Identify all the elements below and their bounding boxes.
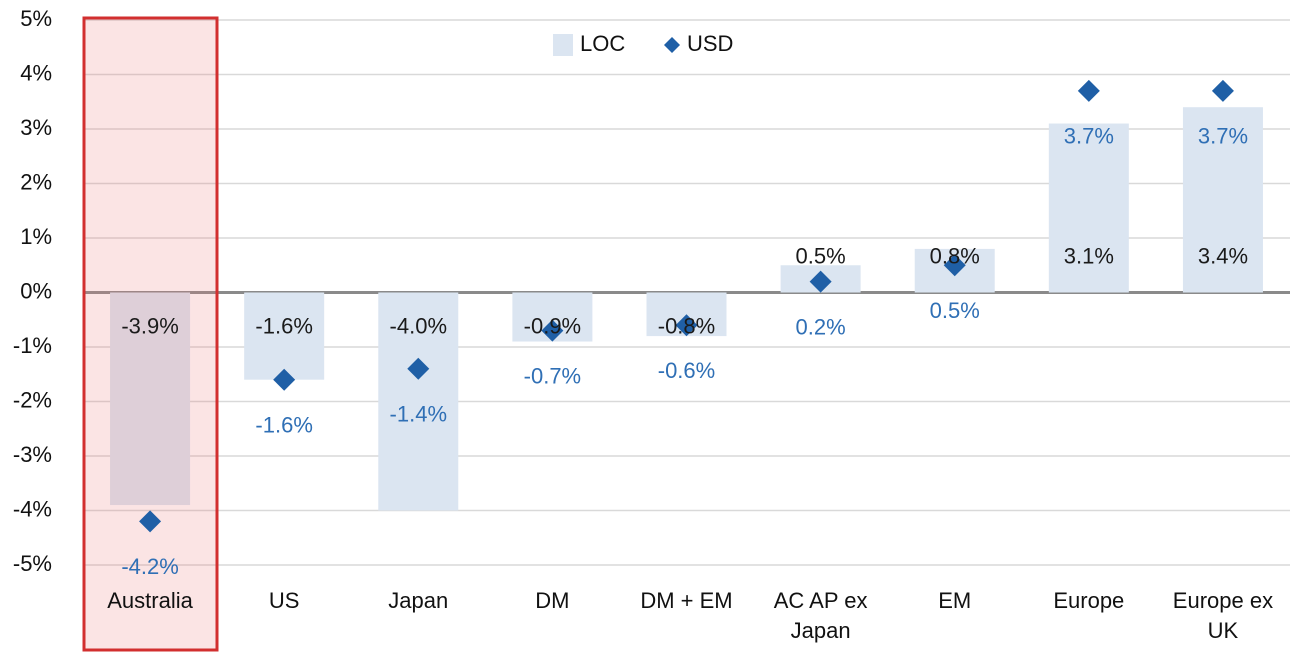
x-tick-label: DM (535, 588, 570, 613)
x-tick-label: US (268, 588, 300, 613)
data-label: 3.7% (1064, 124, 1114, 149)
y-tick-label: -2% (13, 387, 52, 412)
legend-label: LOC (580, 31, 625, 56)
data-label: -0.6% (658, 358, 715, 383)
y-tick-label: 3% (20, 115, 52, 140)
data-label: -1.6% (255, 313, 312, 338)
y-tick-label: 1% (20, 224, 52, 249)
y-tick-label: -3% (13, 442, 52, 467)
y-tick-label: 5% (20, 6, 52, 31)
data-label: 0.5% (930, 298, 980, 323)
data-label: -0.8% (658, 313, 715, 338)
bar (244, 292, 325, 380)
highlight-box (82, 16, 219, 652)
x-tick-label: DM + EM (640, 588, 733, 613)
y-tick-label: 0% (20, 278, 52, 303)
y-tick-label: 4% (20, 60, 52, 85)
diamond (1077, 79, 1100, 102)
diamond (809, 270, 832, 293)
diamond (1211, 79, 1234, 102)
y-tick-label: 2% (20, 169, 52, 194)
y-tick-label: -5% (13, 551, 52, 576)
marks: -3.9% -4.2% -1.6% -1.6% -4.0% -1.4% -0.9% -0.7%… (121, 79, 1248, 579)
data-label: 3.7% (1198, 124, 1248, 149)
data-label: -4.2% (121, 554, 178, 579)
data-label: -1.6% (255, 413, 312, 438)
bar (1182, 107, 1263, 293)
diamond (675, 314, 698, 337)
y-tick-label: -1% (13, 333, 52, 358)
legend-diamond (664, 37, 680, 53)
x-tick-label: EM (938, 588, 972, 613)
data-label: -3.9% (121, 313, 178, 338)
x-tick-label: Europe (1053, 588, 1125, 613)
legend-swatch (553, 34, 573, 56)
diamond (407, 357, 430, 380)
data-label: 3.4% (1198, 243, 1248, 268)
data-label: -0.7% (524, 363, 581, 388)
legend: LOC USD (553, 31, 733, 56)
x-tick-label: Australia (107, 588, 193, 613)
bar (1048, 123, 1129, 293)
diamond (943, 254, 966, 277)
data-label: 3.1% (1064, 243, 1114, 268)
diamond (541, 319, 564, 342)
data-label: 0.2% (796, 314, 846, 339)
bars (110, 107, 1263, 511)
data-label: 0.5% (796, 243, 846, 268)
x-tick-label: Japan (388, 588, 449, 613)
data-label: -0.9% (524, 313, 581, 338)
bar (110, 292, 191, 506)
data-label: -1.4% (390, 402, 447, 427)
x-tick-label: AC AP ex Japan (773, 588, 868, 643)
diamond (273, 368, 296, 391)
legend-label: USD (687, 31, 733, 56)
x-tick-label: Europe ex UK (1172, 588, 1274, 643)
y-tick-label: -4% (13, 496, 52, 521)
data-label: 0.8% (930, 243, 980, 268)
data-label: -4.0% (390, 313, 447, 338)
bar (378, 292, 459, 511)
diamond (139, 510, 162, 533)
